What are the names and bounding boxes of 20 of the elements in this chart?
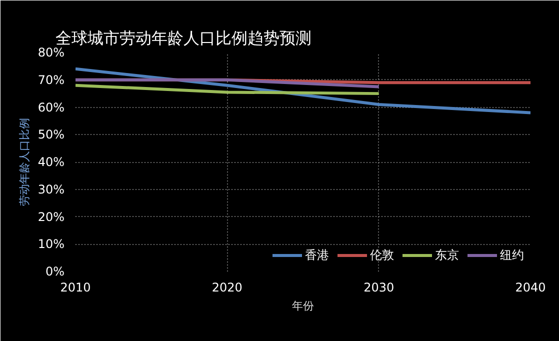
y-tick-label: 70% [38, 72, 64, 87]
x-tick-label: 2020 [212, 280, 242, 294]
legend-label: 伦敦 [370, 246, 394, 264]
x-tick-label: 2030 [364, 280, 394, 294]
x-tick-label: 2010 [60, 280, 91, 294]
y-tick-label: 10% [38, 237, 64, 252]
legend-label: 香港 [305, 246, 329, 264]
legend-label: 东京 [435, 246, 459, 264]
y-tick-label: 20% [38, 210, 64, 224]
legend-label: 纽约 [500, 246, 524, 264]
chart-title: 全球城市劳动年龄人口比例趋势预测 [56, 28, 312, 48]
y-tick-label: 30% [38, 182, 64, 196]
y-tick-label: 0% [45, 264, 65, 278]
x-axis-title: 年份 [292, 300, 314, 312]
y-tick-label: 40% [38, 155, 64, 169]
y-tick-label: 50% [38, 128, 64, 142]
y-tick-label: 80% [38, 46, 64, 60]
y-axis-title: 劳动年龄人口比例 [18, 118, 31, 206]
y-tick-label: 60% [38, 100, 64, 114]
x-tick-label: 2040 [515, 280, 546, 294]
